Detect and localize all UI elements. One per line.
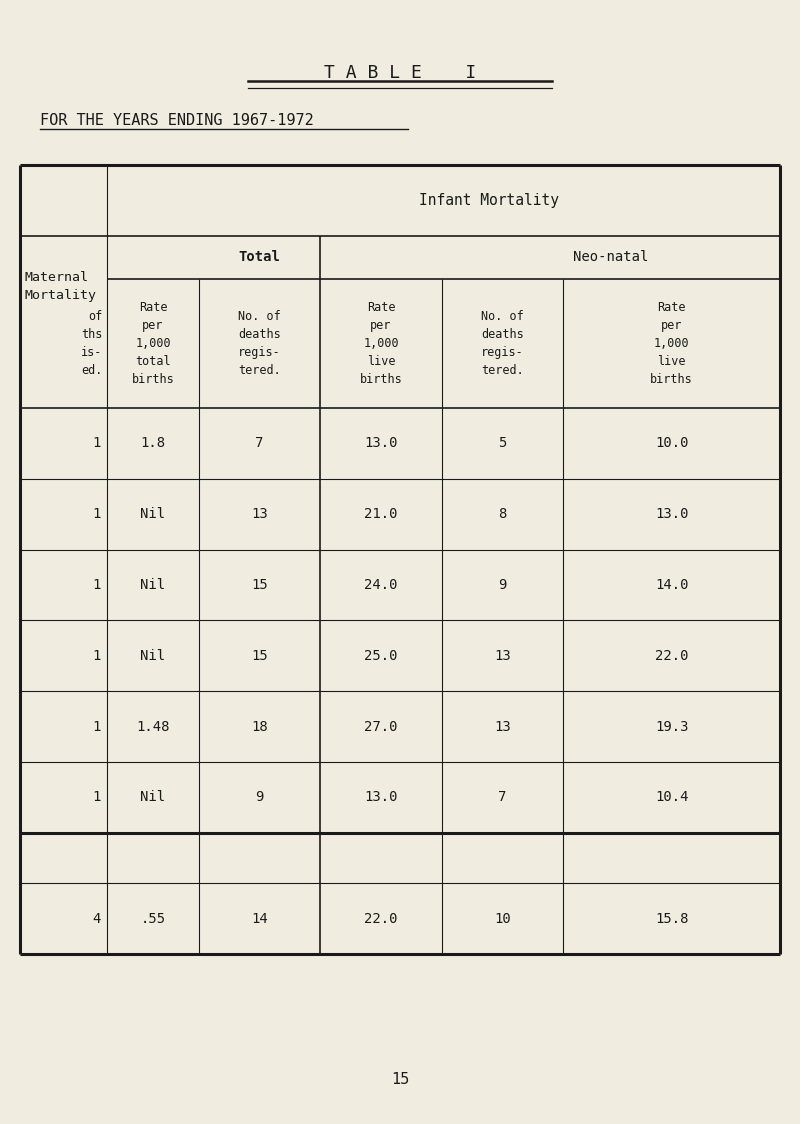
Text: 10.0: 10.0: [655, 436, 689, 451]
Text: 13: 13: [494, 649, 511, 663]
Text: 13: 13: [251, 507, 268, 522]
Text: 18: 18: [251, 719, 268, 734]
Text: Maternal
Mortality: Maternal Mortality: [24, 271, 96, 302]
Text: 15.8: 15.8: [655, 912, 689, 926]
Text: Rate
per
1,000
live
births: Rate per 1,000 live births: [650, 301, 693, 386]
Text: 15: 15: [391, 1071, 409, 1087]
Text: Total: Total: [238, 251, 280, 264]
Text: 1: 1: [93, 649, 101, 663]
Text: FOR THE YEARS ENDING 1967-1972: FOR THE YEARS ENDING 1967-1972: [40, 112, 314, 128]
Text: 25.0: 25.0: [364, 649, 398, 663]
Text: No. of
deaths
regis-
tered.: No. of deaths regis- tered.: [482, 310, 524, 377]
Text: 1.8: 1.8: [141, 436, 166, 451]
Text: 13.0: 13.0: [364, 436, 398, 451]
Text: 8: 8: [498, 507, 506, 522]
Text: 1: 1: [93, 790, 101, 805]
Text: 7: 7: [255, 436, 263, 451]
Text: 1: 1: [93, 719, 101, 734]
Text: Neo-natal: Neo-natal: [574, 251, 649, 264]
Text: No. of
deaths
regis-
tered.: No. of deaths regis- tered.: [238, 310, 281, 377]
Text: 10.4: 10.4: [655, 790, 689, 805]
Text: T A B L E    I: T A B L E I: [324, 64, 476, 82]
Text: Nil: Nil: [141, 578, 166, 592]
Text: Infant Mortality: Infant Mortality: [419, 193, 559, 208]
Text: 1: 1: [93, 507, 101, 522]
Text: Nil: Nil: [141, 507, 166, 522]
Text: 1: 1: [93, 436, 101, 451]
Text: 9: 9: [498, 578, 506, 592]
Text: 13.0: 13.0: [364, 790, 398, 805]
Text: .55: .55: [141, 912, 166, 926]
Text: 5: 5: [498, 436, 506, 451]
Text: 9: 9: [255, 790, 263, 805]
Text: Nil: Nil: [141, 790, 166, 805]
Text: of
ths
is-
ed.: of ths is- ed.: [82, 310, 102, 377]
Text: 24.0: 24.0: [364, 578, 398, 592]
Text: 14: 14: [251, 912, 268, 926]
Text: Nil: Nil: [141, 649, 166, 663]
Text: 1.48: 1.48: [136, 719, 170, 734]
Text: 22.0: 22.0: [364, 912, 398, 926]
Text: 13.0: 13.0: [655, 507, 689, 522]
Text: 13: 13: [494, 719, 511, 734]
Text: 27.0: 27.0: [364, 719, 398, 734]
Text: 4: 4: [93, 912, 101, 926]
Text: 15: 15: [251, 578, 268, 592]
Text: 21.0: 21.0: [364, 507, 398, 522]
Text: 10: 10: [494, 912, 511, 926]
Text: 7: 7: [498, 790, 506, 805]
Text: 15: 15: [251, 649, 268, 663]
Text: 19.3: 19.3: [655, 719, 689, 734]
Text: Rate
per
1,000
live
births: Rate per 1,000 live births: [360, 301, 402, 386]
Text: Rate
per
1,000
total
births: Rate per 1,000 total births: [132, 301, 174, 386]
Text: 22.0: 22.0: [655, 649, 689, 663]
Text: 1: 1: [93, 578, 101, 592]
Text: 14.0: 14.0: [655, 578, 689, 592]
